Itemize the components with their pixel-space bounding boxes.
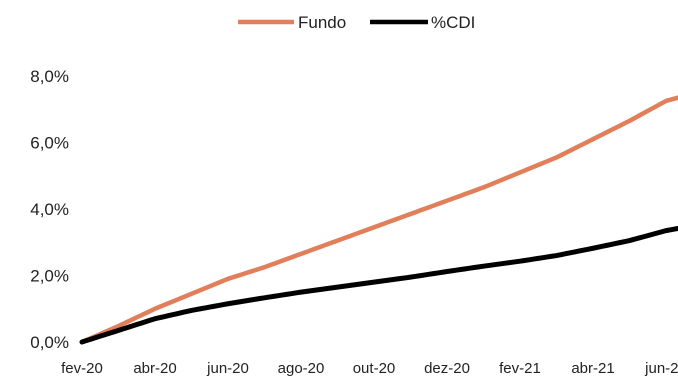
x-tick-label: jun-21 bbox=[644, 360, 678, 376]
x-tick-label: dez-20 bbox=[424, 360, 470, 376]
x-tick-label: jun-20 bbox=[206, 360, 249, 376]
series-line-cdi bbox=[79, 225, 678, 345]
series-layer bbox=[79, 95, 678, 345]
x-tick-label: fev-21 bbox=[499, 360, 541, 376]
x-tick-label: abr-21 bbox=[571, 360, 614, 376]
legend-label-cdi: %CDI bbox=[431, 13, 475, 32]
x-tick-label: out-20 bbox=[353, 360, 396, 376]
y-tick-label: 8,0% bbox=[30, 67, 69, 86]
x-tick-label: fev-20 bbox=[61, 360, 103, 376]
y-tick-label: 6,0% bbox=[30, 134, 69, 153]
y-tick-label: 0,0% bbox=[30, 333, 69, 352]
y-axis: 0,0% 2,0% 4,0% 6,0% 8,0% bbox=[30, 67, 69, 352]
y-tick-label: 4,0% bbox=[30, 200, 69, 219]
x-axis: fev-20 abr-20 jun-20 ago-20 out-20 dez-20 fev-… bbox=[61, 360, 678, 377]
x-tick-label: ago-20 bbox=[278, 360, 325, 376]
legend: Fundo %CDI bbox=[238, 13, 475, 32]
series-line-fundo bbox=[79, 95, 678, 345]
legend-label-fundo: Fundo bbox=[298, 13, 346, 32]
y-tick-label: 2,0% bbox=[30, 267, 69, 286]
x-tick-label: abr-20 bbox=[133, 360, 176, 376]
